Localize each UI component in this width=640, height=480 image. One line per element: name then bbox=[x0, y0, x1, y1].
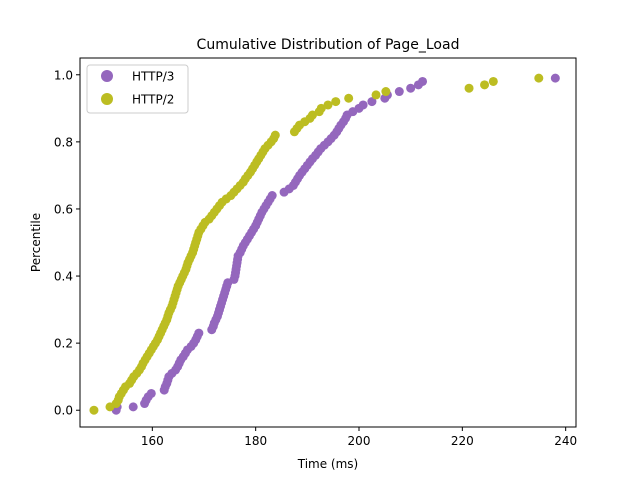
data-point bbox=[488, 76, 498, 86]
data-point bbox=[371, 90, 381, 100]
axes-frame bbox=[79, 57, 577, 428]
legend-label-http3: HTTP/3 bbox=[132, 70, 174, 84]
data-point bbox=[358, 100, 368, 110]
x-tick-label: 180 bbox=[244, 434, 267, 448]
data-point bbox=[323, 100, 333, 110]
data-point bbox=[146, 388, 156, 398]
y-tick-label: 1.0 bbox=[54, 68, 73, 82]
y-tick-label: 0.4 bbox=[54, 270, 73, 284]
y-tick-label: 0.6 bbox=[54, 202, 73, 216]
y-tick-label: 0.2 bbox=[54, 337, 73, 351]
y-axis-label: Percentile bbox=[29, 213, 43, 272]
data-point bbox=[418, 76, 428, 86]
x-tick-label: 200 bbox=[348, 434, 371, 448]
legend-marker-http2 bbox=[101, 93, 113, 105]
data-point bbox=[381, 87, 391, 97]
chart-title: Cumulative Distribution of Page_Load bbox=[197, 37, 460, 53]
y-axis-ticks: 0.0 0.2 0.4 0.6 0.8 1.0 bbox=[54, 68, 80, 418]
data-point bbox=[308, 110, 317, 120]
data-point bbox=[367, 97, 377, 107]
series-http3 bbox=[111, 73, 560, 415]
data-point bbox=[464, 83, 474, 93]
legend-label-http2: HTTP/2 bbox=[132, 93, 174, 107]
data-point bbox=[128, 402, 138, 412]
data-point bbox=[480, 80, 490, 90]
x-tick-label: 240 bbox=[554, 434, 577, 448]
data-points bbox=[89, 73, 560, 415]
data-point bbox=[344, 93, 354, 103]
y-tick-label: 0.8 bbox=[54, 135, 73, 149]
data-point bbox=[550, 73, 560, 83]
x-axis-label: Time (ms) bbox=[297, 457, 359, 471]
y-tick-label: 0.0 bbox=[54, 404, 73, 418]
data-point bbox=[316, 103, 326, 113]
data-point bbox=[194, 328, 204, 338]
legend-marker-http3 bbox=[101, 70, 113, 82]
data-point bbox=[331, 97, 341, 107]
x-axis-ticks: 160 180 200 220 240 bbox=[141, 427, 577, 448]
data-point bbox=[89, 405, 99, 415]
x-tick-label: 160 bbox=[141, 434, 164, 448]
data-point bbox=[394, 87, 404, 97]
data-point bbox=[267, 191, 277, 201]
series-http2 bbox=[89, 73, 544, 415]
data-point bbox=[270, 130, 280, 140]
legend: HTTP/3 HTTP/2 bbox=[86, 64, 189, 114]
data-point bbox=[534, 73, 544, 83]
data-point bbox=[406, 83, 416, 93]
x-tick-label: 220 bbox=[451, 434, 474, 448]
